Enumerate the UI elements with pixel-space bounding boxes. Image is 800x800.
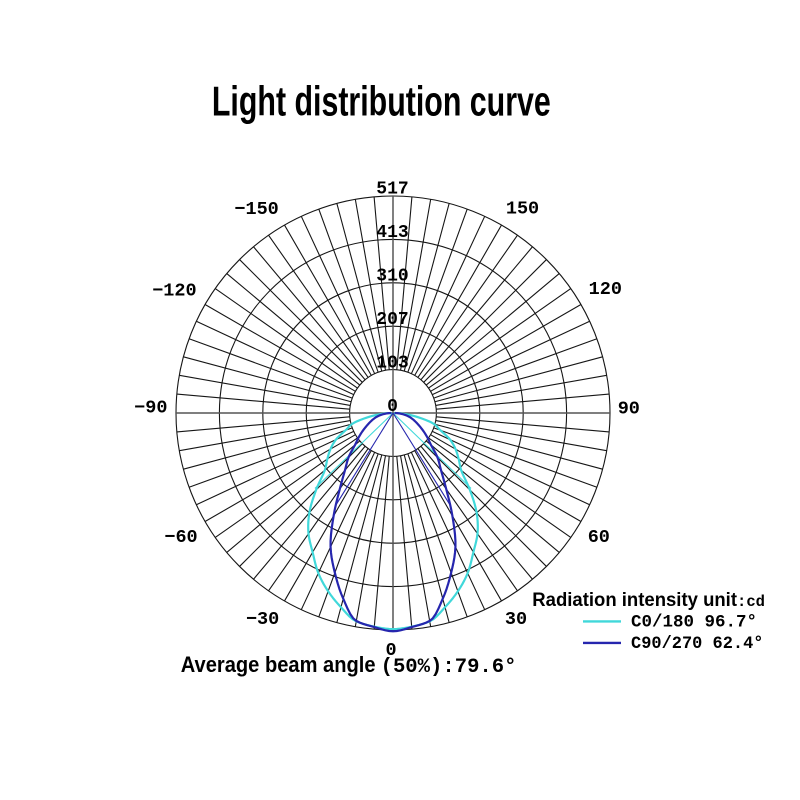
svg-text:103: 103: [376, 353, 408, 373]
svg-text:60: 60: [588, 527, 610, 548]
svg-text:0: 0: [385, 640, 396, 661]
svg-text:−30: −30: [246, 609, 279, 630]
svg-text:Average beam angle: Average beam angle: [181, 652, 376, 677]
svg-text:0: 0: [387, 397, 398, 417]
svg-text:Light distribution curve: Light distribution curve: [212, 78, 551, 125]
svg-text:90: 90: [618, 399, 640, 420]
svg-text:310: 310: [376, 267, 408, 287]
svg-text:207: 207: [376, 310, 408, 330]
svg-text:30: 30: [505, 609, 527, 630]
svg-text:C90/270 62.4°: C90/270 62.4°: [631, 634, 764, 654]
svg-text:C0/180 96.7°: C0/180 96.7°: [631, 612, 757, 632]
svg-text:(50%):79.6°: (50%):79.6°: [381, 656, 517, 679]
svg-text:517: 517: [376, 180, 408, 200]
svg-text:−90: −90: [134, 397, 167, 418]
svg-text:413: 413: [376, 223, 408, 243]
svg-text:120: 120: [589, 279, 622, 300]
svg-text:150: 150: [506, 198, 539, 219]
svg-text:−150: −150: [234, 199, 278, 220]
svg-text::cd: :cd: [737, 593, 765, 611]
svg-text:−120: −120: [152, 280, 196, 301]
svg-text:Radiation intensity unit: Radiation intensity unit: [532, 590, 737, 611]
svg-text:−60: −60: [164, 527, 197, 548]
